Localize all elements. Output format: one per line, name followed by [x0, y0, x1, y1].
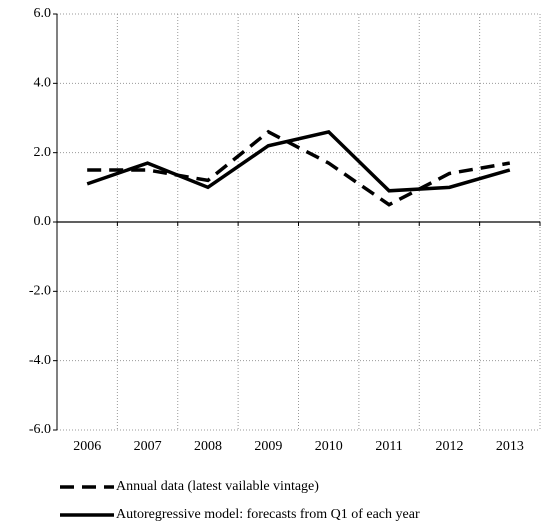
- x-tick-label: 2008: [194, 439, 222, 454]
- x-tick-label: 2013: [496, 439, 524, 454]
- x-tick-label: 2011: [375, 439, 402, 454]
- x-tick-label: 2006: [73, 439, 101, 454]
- x-tick-label: 2009: [254, 439, 282, 454]
- x-tick-label: 2012: [435, 439, 463, 454]
- y-tick-label: 2.0: [34, 145, 52, 160]
- y-tick-label: 6.0: [34, 6, 52, 21]
- y-tick-label: -2.0: [29, 284, 51, 299]
- series-line: [86, 129, 511, 193]
- legend-label: Annual data (latest vailable vintage): [116, 479, 319, 494]
- y-tick-label: 4.0: [34, 76, 52, 91]
- x-tick-label: 2010: [315, 439, 343, 454]
- y-tick-label: -6.0: [29, 422, 51, 437]
- y-tick-label: 0.0: [34, 214, 52, 229]
- x-tick-label: 2007: [134, 439, 162, 454]
- y-tick-label: -4.0: [29, 353, 51, 368]
- legend-label: Autoregressive model: forecasts from Q1 …: [116, 507, 420, 522]
- series-line: [87, 129, 511, 207]
